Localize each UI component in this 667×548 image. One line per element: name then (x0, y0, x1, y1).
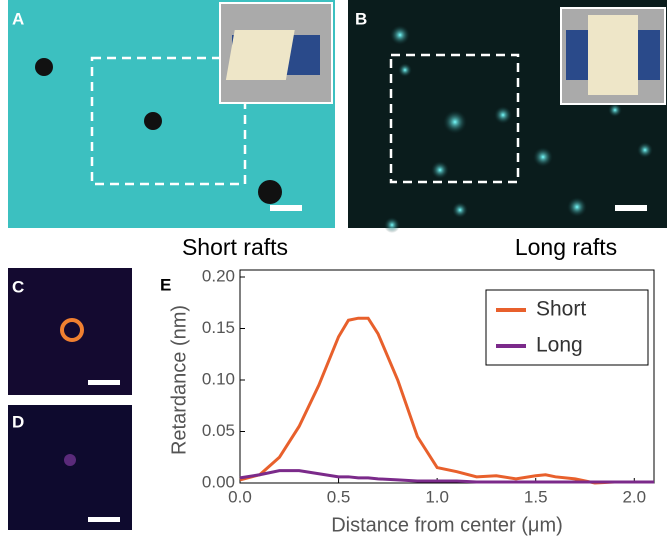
panel-c-image (8, 268, 132, 395)
panel-label: D (12, 412, 24, 431)
y-tick-label: 0.15 (202, 318, 235, 337)
panel-b-image (348, 0, 667, 233)
series-line (240, 471, 654, 482)
x-tick-label: 1.0 (425, 487, 449, 506)
panel-label: A (12, 9, 24, 28)
panel-a-image (8, 0, 335, 228)
x-axis-label: Distance from center (μm) (331, 514, 563, 536)
panel-d-image (8, 405, 132, 530)
y-tick-label: 0.05 (202, 421, 235, 440)
y-tick-label: 0.10 (202, 369, 235, 388)
x-tick-label: 1.5 (524, 487, 548, 506)
x-tick-label: 2.0 (622, 487, 646, 506)
caption: Short rafts (182, 234, 288, 260)
legend-label: Long (536, 334, 583, 357)
panel-label: E (160, 275, 171, 294)
figure: A B C D E Short rafts Long rafts 0.000.0… (0, 0, 667, 548)
panel-label: B (355, 9, 367, 28)
panel-label: C (12, 277, 24, 296)
caption: Long rafts (515, 234, 617, 260)
y-tick-label: 0.20 (202, 266, 235, 285)
y-axis-label: Retardance (nm) (168, 305, 190, 455)
x-tick-label: 0.5 (327, 487, 351, 506)
legend-label: Short (536, 298, 586, 321)
x-tick-label: 0.0 (228, 487, 252, 506)
